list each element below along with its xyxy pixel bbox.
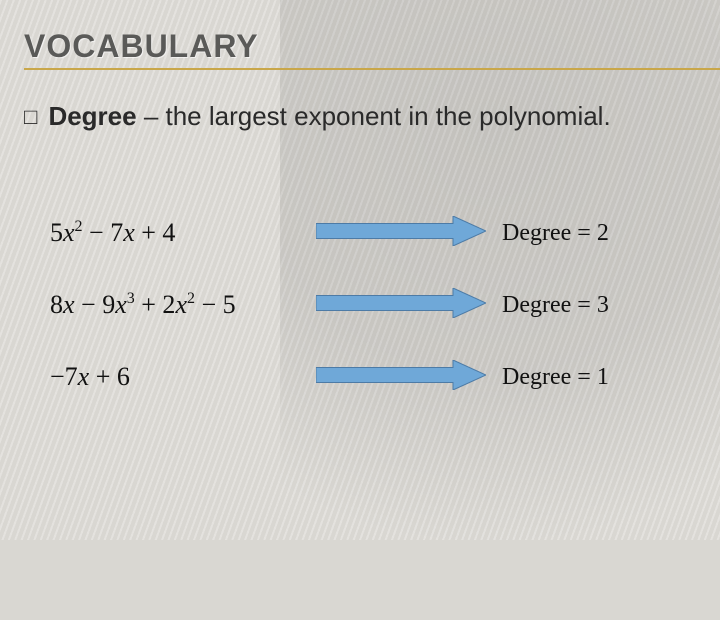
examples-block: 5x2 − 7x + 4 Degree = 2 8x − 9x3 + 2x2 − … [50,210,680,426]
example-row: 5x2 − 7x + 4 Degree = 2 [50,210,680,256]
arrow-wrap [316,216,486,251]
term-degree: Degree [48,101,136,131]
title-underline [24,68,720,70]
slide-title: VOCABULARY [24,28,259,65]
definition-line: □ Degree – the largest exponent in the p… [24,100,680,134]
arrow-wrap [316,360,486,395]
degree-label: Degree = 1 [502,364,609,391]
example-row: −7x + 6 Degree = 1 [50,354,680,400]
degree-label: Degree = 3 [502,292,609,319]
polynomial-expression: −7x + 6 [50,362,300,392]
bullet-icon: □ [24,106,37,131]
polynomial-expression: 5x2 − 7x + 4 [50,218,300,248]
degree-label: Degree = 2 [502,220,609,247]
example-row: 8x − 9x3 + 2x2 − 5 Degree = 3 [50,282,680,328]
polynomial-expression: 8x − 9x3 + 2x2 − 5 [50,290,300,320]
definition-rest: – the largest exponent in the polynomial… [137,101,611,131]
arrow-icon [316,216,486,246]
arrow-icon [316,288,486,318]
arrow-icon [316,360,486,390]
arrow-wrap [316,288,486,323]
